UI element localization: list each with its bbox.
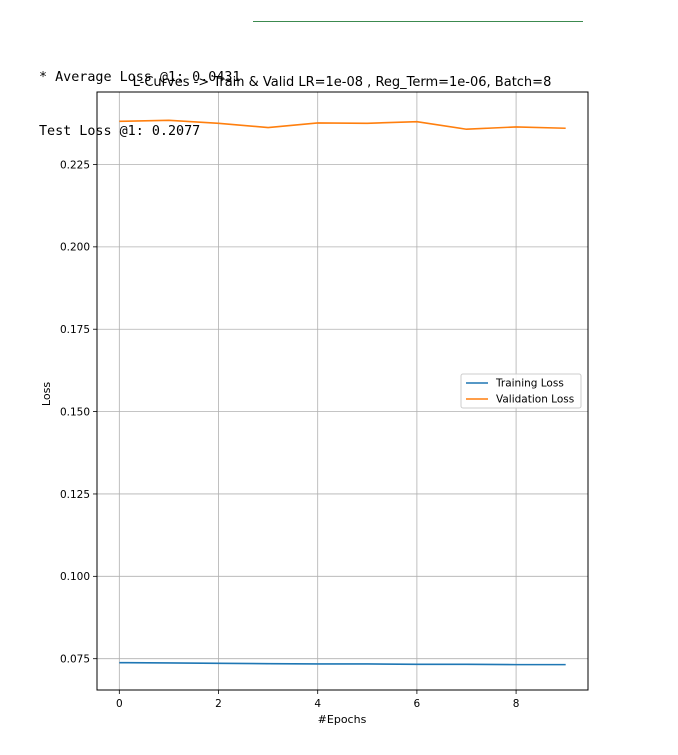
chart-ticks: 0 2 4 6 8 0.075 0.100 0.125 0.150 0.175 0.200 0.225 (60, 159, 519, 710)
test-loss-text: Test Loss @1: 0.2077 (39, 124, 201, 139)
chart-series (119, 119, 566, 666)
training-loss-line (119, 661, 566, 666)
cell-output: * Average Loss @1: 0.0431 Test Loss @1: … (39, 33, 241, 159)
average-loss-text: * Average Loss @1: 0.0431 (39, 70, 241, 85)
x-tick-label: 0 (116, 698, 123, 710)
x-tick-label: 4 (314, 698, 321, 710)
y-tick-label: 0.200 (60, 242, 90, 254)
validation-loss-line (119, 119, 566, 131)
legend-label: Validation Loss (496, 394, 574, 406)
chart-legend: Training Loss Validation Loss (460, 373, 582, 409)
y-tick-label: 0.100 (60, 571, 90, 583)
y-tick-label: 0.175 (60, 324, 90, 336)
legend-box (460, 373, 582, 409)
x-axis-label: #Epochs (318, 713, 367, 726)
y-tick-label: 0.150 (60, 406, 90, 418)
legend-label: Training Loss (495, 378, 564, 390)
output-divider (253, 21, 583, 22)
x-tick-label: 2 (215, 698, 222, 710)
y-tick-label: 0.225 (60, 159, 90, 171)
plot-area-frame (96, 91, 589, 691)
chart-grid (97, 92, 588, 690)
x-tick-label: 8 (513, 698, 520, 710)
chart-title: L-Curves -> Train & Valid LR=1e-08 , Reg… (133, 75, 552, 90)
y-axis-label: Loss (40, 382, 53, 406)
x-tick-label: 6 (414, 698, 421, 710)
y-tick-label: 0.075 (60, 653, 90, 665)
y-tick-label: 0.125 (60, 489, 90, 501)
